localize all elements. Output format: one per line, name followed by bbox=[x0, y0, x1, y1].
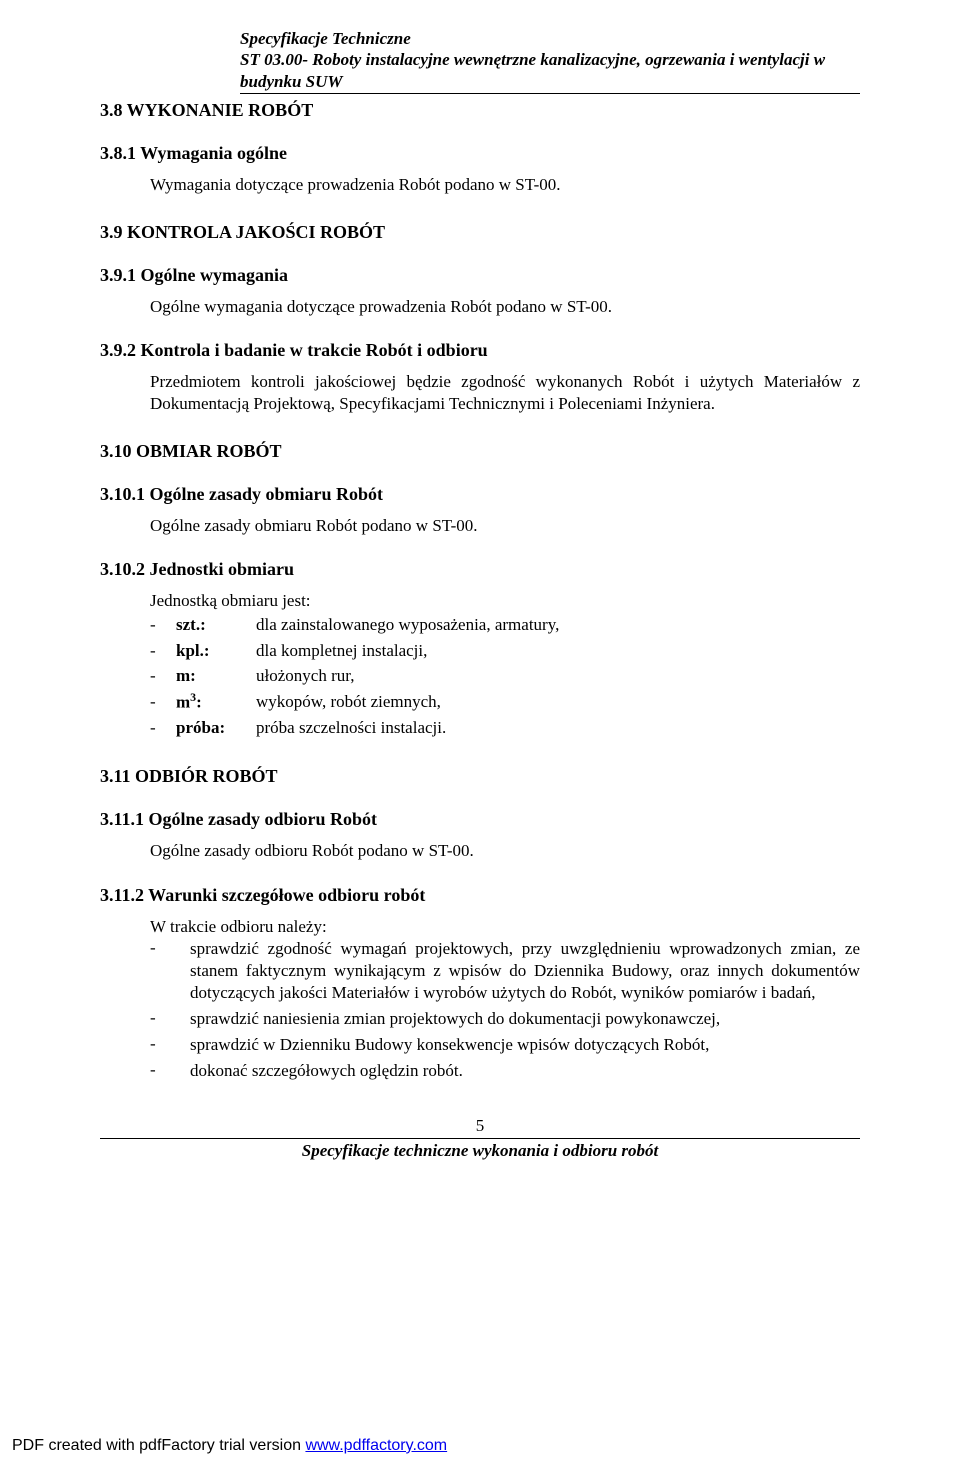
dash-icon: - bbox=[150, 1008, 190, 1028]
text-3-11-2-intro: W trakcie odbioru należy: bbox=[150, 916, 860, 938]
page: Specyfikacje Techniczne ST 03.00- Roboty… bbox=[0, 0, 960, 1465]
bullet-row: - sprawdzić zgodność wymagań projektowyc… bbox=[150, 938, 860, 1004]
text-3-10-1: Ogólne zasady obmiaru Robót podano w ST-… bbox=[150, 515, 860, 537]
unit-key: m: bbox=[176, 663, 256, 689]
heading-3-8-1: 3.8.1 Wymagania ogólne bbox=[100, 143, 860, 164]
bullet-row: - dokonać szczegółowych oględzin robót. bbox=[150, 1060, 860, 1082]
heading-3-9: 3.9 KONTROLA JAKOŚCI ROBÓT bbox=[100, 222, 860, 243]
unit-key: próba: bbox=[176, 715, 256, 741]
page-number: 5 bbox=[100, 1116, 860, 1136]
footer-title: Specyfikacje techniczne wykonania i odbi… bbox=[100, 1138, 860, 1161]
unit-row: - próba: próba szczelności instalacji. bbox=[150, 715, 860, 741]
bullet-text: sprawdzić w Dzienniku Budowy konsekwencj… bbox=[190, 1034, 860, 1056]
dash-icon: - bbox=[150, 715, 176, 741]
text-3-10-2-intro: Jednostką obmiaru jest: bbox=[150, 590, 860, 612]
header-line-2: ST 03.00- Roboty instalacyjne wewnętrzne… bbox=[240, 49, 860, 92]
dash-icon: - bbox=[150, 1034, 190, 1054]
unit-val: próba szczelności instalacji. bbox=[256, 715, 860, 741]
heading-3-10-2: 3.10.2 Jednostki obmiaru bbox=[100, 559, 860, 580]
pdf-footer-prefix: PDF created with pdfFactory trial versio… bbox=[12, 1437, 305, 1454]
dash-icon: - bbox=[150, 638, 176, 664]
bullet-row: - sprawdzić naniesienia zmian projektowy… bbox=[150, 1008, 860, 1030]
unit-row: - m: ułożonych rur, bbox=[150, 663, 860, 689]
text-3-11-1: Ogólne zasady odbioru Robót podano w ST-… bbox=[150, 840, 860, 862]
heading-3-9-1: 3.9.1 Ogólne wymagania bbox=[100, 265, 860, 286]
unit-row: - szt.: dla zainstalowanego wyposażenia,… bbox=[150, 612, 860, 638]
heading-3-11-1: 3.11.1 Ogólne zasady odbioru Robót bbox=[100, 809, 860, 830]
text-3-9-1: Ogólne wymagania dotyczące prowadzenia R… bbox=[150, 296, 860, 318]
pdf-factory-footer: PDF created with pdfFactory trial versio… bbox=[0, 1437, 447, 1455]
bullet-list-3-11-2: - sprawdzić zgodność wymagań projektowyc… bbox=[150, 938, 860, 1083]
unit-val: dla kompletnej instalacji, bbox=[256, 638, 860, 664]
unit-val: ułożonych rur, bbox=[256, 663, 860, 689]
unit-key: kpl.: bbox=[176, 638, 256, 664]
pdf-factory-link[interactable]: www.pdffactory.com bbox=[305, 1437, 447, 1454]
unit-val: wykopów, robót ziemnych, bbox=[256, 689, 860, 715]
dash-icon: - bbox=[150, 1060, 190, 1080]
bullet-text: sprawdzić naniesienia zmian projektowych… bbox=[190, 1008, 860, 1030]
text-3-9-2: Przedmiotem kontroli jakościowej będzie … bbox=[150, 371, 860, 415]
unit-val: dla zainstalowanego wyposażenia, armatur… bbox=[256, 612, 860, 638]
unit-row: - m3: wykopów, robót ziemnych, bbox=[150, 689, 860, 715]
unit-row: - kpl.: dla kompletnej instalacji, bbox=[150, 638, 860, 664]
heading-3-11-2: 3.11.2 Warunki szczegółowe odbioru robót bbox=[100, 885, 860, 906]
header-line-1: Specyfikacje Techniczne bbox=[240, 28, 860, 49]
bullet-row: - sprawdzić w Dzienniku Budowy konsekwen… bbox=[150, 1034, 860, 1056]
bullet-text: sprawdzić zgodność wymagań projektowych,… bbox=[190, 938, 860, 1004]
heading-3-10: 3.10 OBMIAR ROBÓT bbox=[100, 441, 860, 462]
dash-icon: - bbox=[150, 689, 176, 715]
dash-icon: - bbox=[150, 612, 176, 638]
heading-3-8: 3.8 WYKONANIE ROBÓT bbox=[100, 100, 860, 121]
heading-3-9-2: 3.9.2 Kontrola i badanie w trakcie Robót… bbox=[100, 340, 860, 361]
heading-3-10-1: 3.10.1 Ogólne zasady obmiaru Robót bbox=[100, 484, 860, 505]
bullet-text: dokonać szczegółowych oględzin robót. bbox=[190, 1060, 860, 1082]
unit-key: m3: bbox=[176, 689, 256, 715]
running-header: Specyfikacje Techniczne ST 03.00- Roboty… bbox=[240, 28, 860, 94]
unit-list: - szt.: dla zainstalowanego wyposażenia,… bbox=[150, 612, 860, 740]
unit-key: szt.: bbox=[176, 612, 256, 638]
dash-icon: - bbox=[150, 938, 190, 958]
text-3-8-1: Wymagania dotyczące prowadzenia Robót po… bbox=[150, 174, 860, 196]
heading-3-11: 3.11 ODBIÓR ROBÓT bbox=[100, 766, 860, 787]
dash-icon: - bbox=[150, 663, 176, 689]
